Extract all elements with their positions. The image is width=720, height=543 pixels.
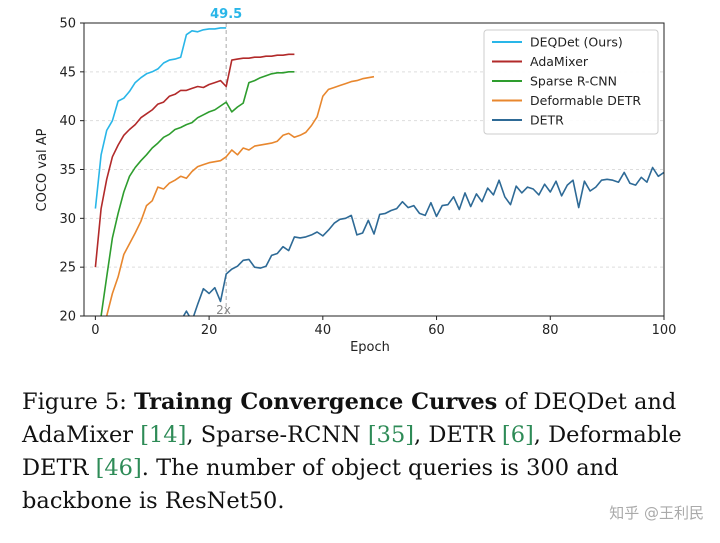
figure-caption: Figure 5: Trainng Convergence Curves of … — [22, 386, 702, 518]
x-axis-label: Epoch — [350, 340, 390, 355]
y-ticks: 20 25 30 35 40 45 50 — [59, 17, 84, 325]
series-line-deqdet-ours — [94, 27, 227, 209]
series-line-deformable-detr — [105, 75, 375, 316]
legend-label-deformable-detr: Deformable DETR — [530, 93, 641, 108]
x-tick-label-0: 0 — [91, 323, 99, 338]
caption-text-4: , Deformable DETR — [22, 422, 682, 481]
x-tick-label-20: 20 — [201, 323, 218, 338]
x-tick-label-40: 40 — [315, 323, 332, 338]
legend-label-deqdet-ours: DEQDet (Ours) — [530, 35, 623, 50]
x-tick-label-60: 60 — [428, 323, 445, 338]
peak-value-annotation: 49.5 — [210, 7, 242, 22]
caption-ref-detr[interactable]: [6] — [501, 422, 534, 448]
x-ticks: 0 20 40 60 80 100 — [91, 316, 676, 338]
series-line-detr — [182, 166, 664, 316]
y-tick-label-50: 50 — [59, 17, 76, 32]
caption-ref-adamixer[interactable]: [14] — [140, 422, 187, 448]
watermark: 知乎 @王利民 — [609, 504, 704, 522]
series-lines — [94, 27, 664, 316]
caption-prefix: Figure 5: — [22, 389, 134, 415]
convergence-chart: 0 20 40 60 80 100 20 25 30 35 40 45 50 Epoch COCO v… — [35, 7, 676, 355]
legend-label-detr: DETR — [530, 113, 564, 128]
two-x-label: 2x — [216, 303, 231, 317]
caption-text-2: , Sparse-RCNN — [186, 422, 368, 448]
caption-ref-deformable-detr[interactable]: [46] — [95, 455, 142, 481]
legend-label-adamixer: AdaMixer — [530, 54, 589, 69]
legend-box — [483, 29, 659, 135]
legend-label-sparse-r-cnn: Sparse R-CNN — [530, 74, 617, 89]
caption-ref-sparse-rcnn[interactable]: [35] — [367, 422, 415, 448]
y-tick-label-45: 45 — [59, 65, 76, 80]
series-line-adamixer — [94, 53, 295, 268]
legend: DEQDet (Ours) AdaMixer Sparse R-CNN Deforma… — [483, 29, 659, 135]
y-axis-label: COCO val AP — [35, 128, 50, 211]
y-tick-label-40: 40 — [59, 114, 76, 129]
y-tick-label-25: 25 — [59, 261, 76, 276]
series-line-sparse-r-cnn — [100, 71, 295, 316]
caption-text-5: . The number of object queries is 300 an… — [22, 455, 619, 514]
caption-text-3: , DETR — [414, 422, 502, 448]
caption-title: Trainng Convergence Curves — [133, 389, 498, 415]
plot-area — [94, 23, 664, 316]
y-tick-label-35: 35 — [59, 163, 76, 178]
caption-text-1: of DEQDet and AdaMixer — [22, 389, 677, 448]
y-tick-label-20: 20 — [59, 310, 76, 325]
x-tick-label-100: 100 — [652, 323, 677, 338]
x-tick-label-80: 80 — [542, 323, 559, 338]
y-tick-label-30: 30 — [59, 212, 76, 227]
